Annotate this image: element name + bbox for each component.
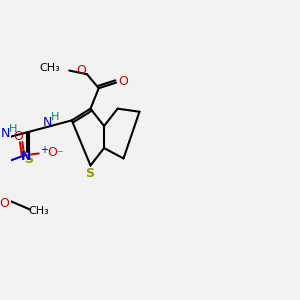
Text: H: H xyxy=(8,124,17,134)
Text: O: O xyxy=(118,75,128,88)
Text: CH₃: CH₃ xyxy=(39,63,60,73)
Text: N: N xyxy=(0,127,10,140)
Text: S: S xyxy=(24,153,33,166)
Text: N: N xyxy=(43,116,52,129)
Text: CH₃: CH₃ xyxy=(28,206,49,216)
Text: +: + xyxy=(40,145,48,154)
Text: ⁻: ⁻ xyxy=(56,148,63,161)
Text: H: H xyxy=(51,112,59,122)
Text: O: O xyxy=(14,130,23,143)
Text: O: O xyxy=(76,64,86,77)
Text: O: O xyxy=(47,146,57,159)
Text: O: O xyxy=(0,197,9,210)
Text: S: S xyxy=(85,167,94,180)
Text: N: N xyxy=(21,150,32,163)
